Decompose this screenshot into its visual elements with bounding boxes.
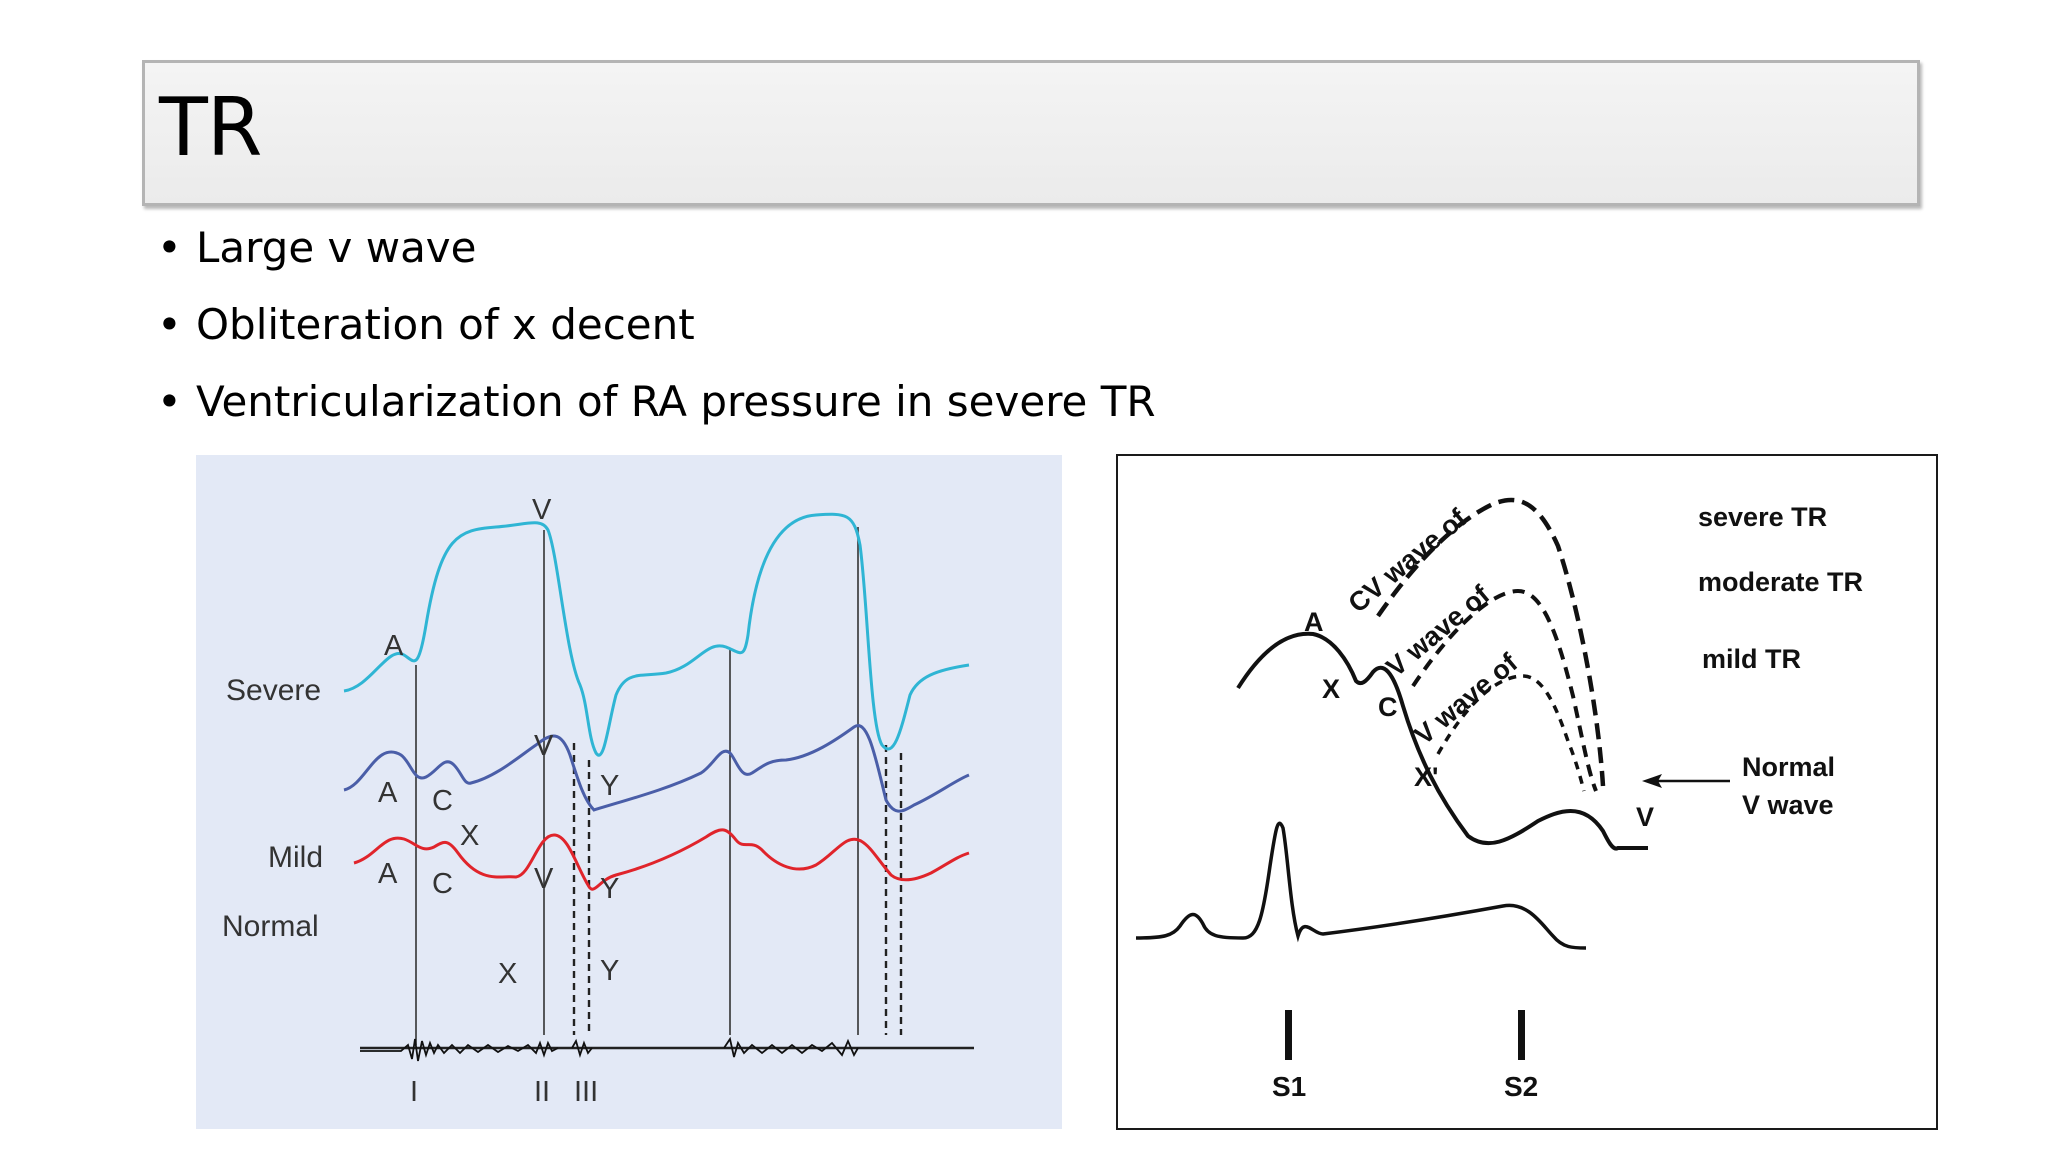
normal-v-label-line1: Normal [1742,752,1835,782]
bullet-dot-icon: • [157,377,182,426]
normal-v-arrow-head-icon [1642,774,1662,788]
ra-pressure-tracings-svg: Severe Mild Normal A V Y A C X V Y A C X… [222,494,974,1108]
wave-label-c: C [1378,692,1398,722]
bullet-text: Obliteration of x decent [196,300,695,349]
dashed-reference-lines [572,743,903,1035]
severe-label: Severe [226,674,321,707]
wave-label-v: V [1636,802,1654,832]
bullet-dot-icon: • [157,300,182,349]
bullet-list: • Large v wave • Obliteration of x decent … [154,220,1156,451]
title-bar: TR [142,60,1920,206]
wave-label: C [432,785,453,817]
bullet-text: Ventricularization of RA pressure in sev… [196,377,1156,426]
mild-label: Mild [268,841,323,874]
s1-marker [1285,1010,1292,1060]
ra-pressure-tracings-figure: Severe Mild Normal A V Y A C X V Y A C X… [196,455,1062,1129]
wave-label: V [534,730,554,762]
moderate-tr-curve [1411,588,1598,792]
wave-label: A [378,777,398,809]
heart-sound-s1: S1 [1272,1071,1306,1102]
heart-sound-label: I [410,1076,418,1108]
heart-sound-label: III [574,1076,598,1108]
wave-label-x-prime: X' [1414,762,1438,792]
severe-tr-curve [1376,497,1606,787]
bullet-item: • Large v wave [154,220,1156,297]
legend-severe-tr: severe TR [1698,502,1827,532]
tr-venous-waveform-figure: CV wave of V wave of V wave of severe TR… [1116,454,1938,1130]
phono-signal-s3 [571,1038,593,1059]
wave-label: X [498,958,517,990]
wave-label-x: X [1322,674,1340,704]
wave-label: A [378,858,398,890]
phono-signal-s1 [360,1038,559,1062]
wave-label-a: A [1304,607,1324,637]
legend-mild-tr: mild TR [1702,644,1801,674]
bullet-item: • Obliteration of x decent [154,297,1156,374]
normal-curve [1236,631,1648,851]
wave-label: V [532,494,552,526]
wave-label: C [432,868,453,900]
wave-label: Y [600,873,619,905]
normal-v-label-line2: V wave [1742,790,1834,820]
normal-label: Normal [222,910,319,943]
heart-sound-label: II [534,1076,550,1108]
bullet-text: Large v wave [196,223,477,272]
curve-label-moderate: V wave of [1381,579,1496,683]
ecg-trace [1135,821,1587,950]
legend-moderate-tr: moderate TR [1698,567,1863,597]
normal-trace [353,828,970,891]
heart-sound-labels: S1 S2 [1272,1071,1538,1102]
heart-sound-labels: I II III [410,1076,598,1108]
wave-label: X [460,820,479,852]
curve-labels: CV wave of V wave of V wave of [1343,502,1524,750]
wave-label: V [534,863,554,895]
heart-sound-s2: S2 [1504,1071,1538,1102]
tr-legend: severe TR moderate TR mild TR Normal V w… [1698,502,1863,820]
mild-trace [343,724,970,813]
s2-marker [1518,1010,1525,1060]
wave-labels: A V Y A C X V Y A C X V Y [378,494,619,990]
wave-letter-labels: A X C X' V [1304,607,1654,832]
reference-lines [415,527,859,1045]
wave-label: Y [600,955,619,987]
bullet-dot-icon: • [157,223,182,272]
wave-label: A [384,630,404,662]
bullet-item: • Ventricularization of RA pressure in se… [154,374,1156,451]
slide-title: TR [159,81,262,174]
tr-venous-waveform-svg: CV wave of V wave of V wave of severe TR… [1135,497,1863,1102]
severe-trace [343,512,970,757]
curve-label-mild: V wave of [1409,647,1524,751]
mild-tr-curve [1436,674,1586,792]
wave-label: Y [600,770,619,802]
phono-signal-s1-second [723,1036,859,1058]
